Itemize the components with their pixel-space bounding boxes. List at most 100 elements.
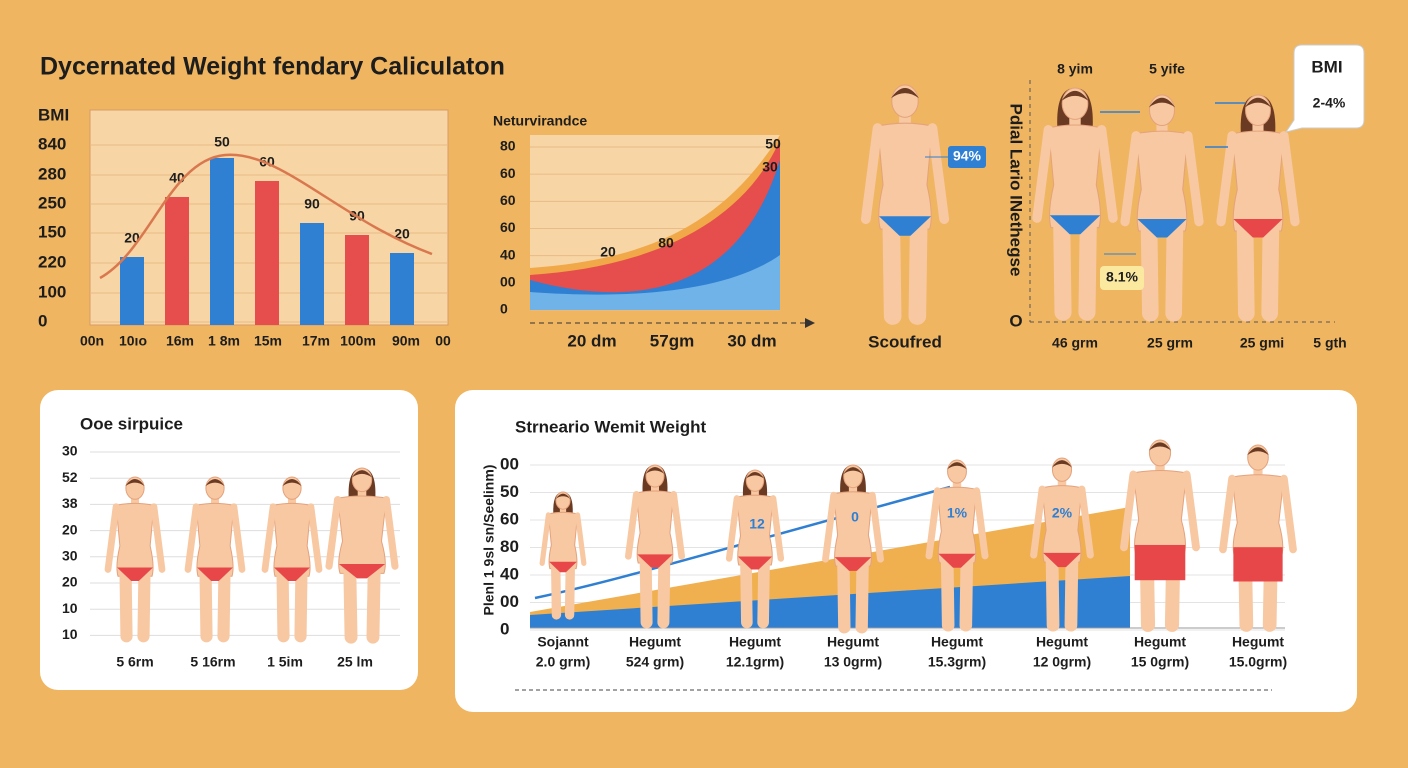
label: 12	[749, 516, 765, 532]
label: 25 lm	[337, 654, 373, 670]
label: 00	[500, 454, 519, 473]
person	[925, 459, 989, 632]
label: 1 8m	[208, 333, 240, 349]
person	[1032, 87, 1118, 321]
brief	[1049, 215, 1101, 235]
label: 15m	[254, 333, 282, 349]
arm-l	[325, 495, 342, 570]
leg-r	[908, 215, 928, 325]
brief	[737, 556, 773, 570]
label: O	[1009, 311, 1022, 330]
leg-l	[740, 555, 753, 629]
brief	[1233, 218, 1283, 238]
hair-top	[843, 467, 863, 475]
label: 46 grm	[1052, 335, 1098, 351]
bar	[120, 257, 144, 325]
label: 16m	[166, 333, 194, 349]
badge	[948, 146, 986, 168]
torso	[736, 494, 774, 566]
hair-top	[555, 493, 571, 500]
arm-l	[725, 495, 741, 562]
torso	[936, 486, 978, 564]
leg-r	[137, 566, 151, 643]
person	[1120, 439, 1200, 632]
label: 8.1%	[1106, 269, 1138, 285]
label: 5 gth	[1313, 335, 1346, 351]
label: 25 gmi	[1240, 335, 1284, 351]
leg-l	[1053, 214, 1072, 321]
leg-r	[1064, 552, 1079, 632]
area-light	[530, 255, 780, 310]
label: 60	[500, 192, 516, 208]
label: 12 0grm)	[1033, 654, 1091, 670]
leg-l	[639, 553, 653, 629]
arm-l	[1120, 131, 1141, 227]
arm-l	[925, 487, 941, 560]
label: 38	[62, 495, 78, 511]
label: 12.1grm)	[726, 654, 784, 670]
leg-r	[657, 553, 671, 629]
torso	[337, 495, 387, 574]
arm-r	[927, 123, 950, 225]
label: 90	[304, 196, 320, 212]
label: 20 dm	[567, 331, 616, 350]
bar	[300, 223, 324, 325]
label: 30	[62, 548, 78, 564]
bar	[255, 181, 279, 325]
person	[1216, 94, 1300, 322]
area-blue	[530, 576, 1130, 628]
hair-top	[645, 467, 665, 474]
brief	[197, 567, 233, 581]
brief	[117, 567, 153, 581]
leg-l	[119, 566, 133, 643]
label: 0	[851, 509, 859, 525]
label: 00n	[80, 333, 104, 349]
leg-r	[959, 553, 974, 632]
label: 40	[500, 246, 516, 262]
leg-r	[294, 566, 308, 643]
leg-r	[855, 556, 869, 634]
person	[184, 476, 246, 643]
person	[822, 464, 884, 634]
hair-top	[282, 479, 302, 487]
hair-top	[1051, 460, 1073, 468]
label: 10	[62, 626, 78, 642]
label: 10ıo	[119, 333, 147, 349]
arm-r	[1182, 470, 1200, 552]
label: 80	[500, 138, 516, 154]
label: 1%	[947, 505, 968, 521]
label: 100m	[340, 333, 376, 349]
leg-l	[837, 556, 851, 634]
label: 20	[394, 226, 410, 242]
person	[860, 84, 950, 325]
label: 150	[38, 222, 66, 241]
brief	[338, 564, 386, 579]
label: Hegumt	[827, 634, 879, 650]
callout	[1284, 44, 1365, 133]
arm-l	[1032, 125, 1054, 223]
label: 2%	[1052, 505, 1073, 521]
label: 0	[500, 301, 508, 317]
torso	[1135, 130, 1189, 232]
arm-l	[539, 512, 552, 566]
label: Hegumt	[729, 634, 781, 650]
torso	[877, 122, 933, 230]
label: 250	[38, 193, 66, 212]
person	[539, 491, 587, 620]
leg-r	[564, 561, 575, 620]
label: Hegumt	[1232, 634, 1284, 650]
leg-r	[1078, 214, 1097, 321]
label: 524 grm)	[626, 654, 684, 670]
arm-r	[868, 491, 884, 563]
hair-top	[891, 87, 919, 99]
label: 15.3grm)	[928, 654, 986, 670]
arm-l	[822, 491, 838, 563]
shorts	[1233, 547, 1283, 582]
torso	[1041, 485, 1083, 563]
arm-l	[1120, 470, 1138, 552]
hair-top	[125, 479, 145, 487]
leg-l	[276, 566, 290, 643]
connector	[1100, 102, 1245, 148]
label: 100	[38, 282, 66, 301]
torso	[1231, 474, 1285, 558]
